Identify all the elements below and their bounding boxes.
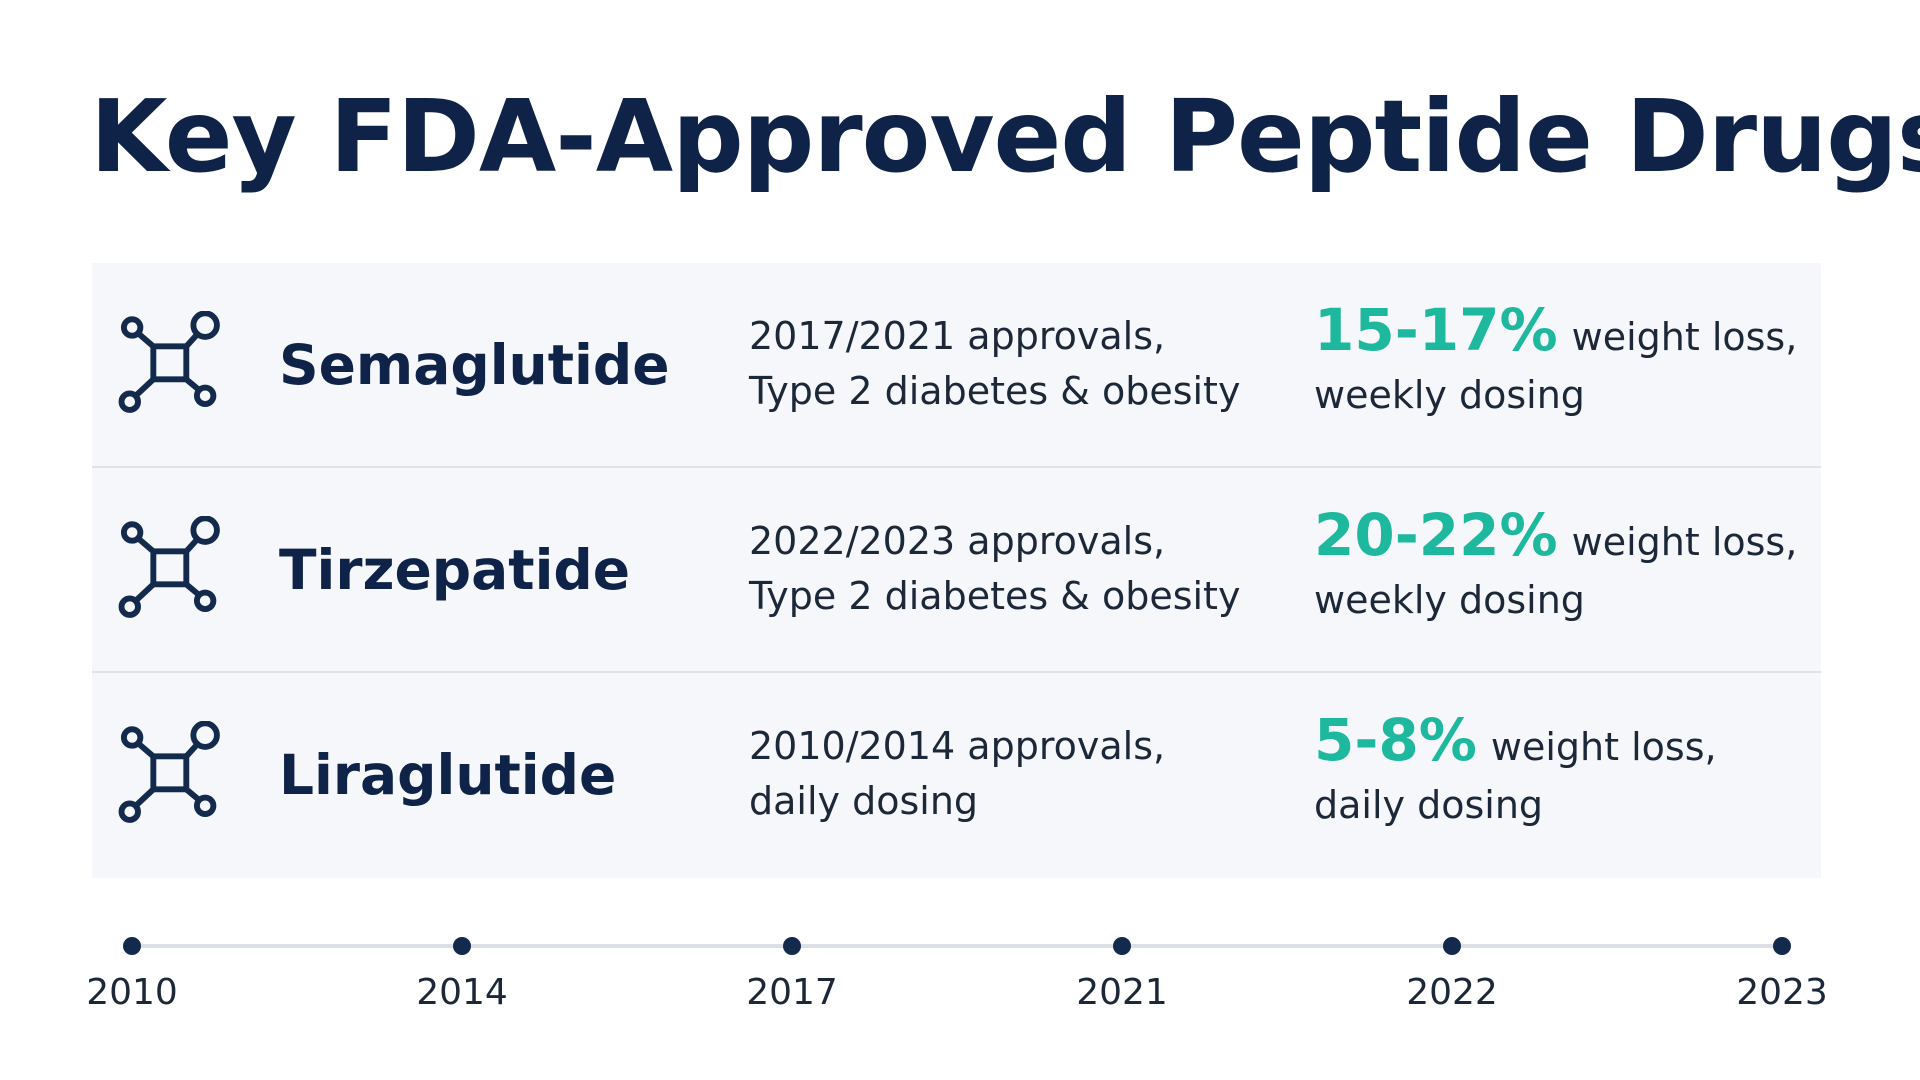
approval-line: 2022/2023 approvals,	[749, 519, 1166, 563]
effect-line: weekly dosing	[1314, 373, 1585, 417]
icon	[118, 515, 224, 622]
approval-text: 2010/2014 approvals, daily dosing	[749, 719, 1165, 829]
approval-line: 2017/2021 approvals,	[749, 314, 1166, 358]
timeline-year: 2021	[1076, 972, 1168, 1013]
effect-line: weight loss,	[1571, 520, 1798, 564]
icon	[118, 720, 224, 827]
highlight: 20-22%	[1314, 501, 1558, 569]
effect-text: 5-8% weight loss, daily dosing	[1314, 711, 1717, 834]
drug-name: Tirzepatide	[279, 538, 631, 602]
timeline-year: 2022	[1406, 972, 1498, 1013]
drug-row: Liraglutide 2010/2014 approvals, daily dos…	[92, 673, 1821, 878]
timeline-year: 2023	[1736, 972, 1828, 1013]
approval-line: daily dosing	[749, 779, 979, 823]
molecule-icon	[118, 515, 220, 618]
approval-text: 2022/2023 approvals, Type 2 diabetes & ob…	[749, 514, 1240, 624]
timeline-year: 2010	[86, 972, 178, 1013]
title: Key FDA-Approved Peptide Drugs	[90, 78, 1920, 195]
drug-table: Semaglutide 2017/2021 approvals, Type 2 di…	[92, 263, 1821, 878]
drug-name: Liraglutide	[279, 743, 617, 807]
timeline-dot	[1773, 937, 1791, 955]
effect-line: weekly dosing	[1314, 578, 1585, 622]
drug-row: Tirzepatide 2022/2023 approvals, Type 2 di…	[92, 468, 1821, 673]
effect-line: 20-22% weight loss,	[1314, 506, 1797, 571]
drug-row: Semaglutide 2017/2021 approvals, Type 2 di…	[92, 263, 1821, 468]
effect-line: daily dosing	[1314, 783, 1544, 827]
timeline-line	[132, 944, 1782, 948]
icon	[118, 310, 224, 417]
drug-name: Semaglutide	[279, 333, 670, 397]
highlight: 5-8%	[1314, 706, 1477, 774]
effect-text: 20-22% weight loss, weekly dosing	[1314, 506, 1797, 629]
effect-line: weight loss,	[1571, 315, 1798, 359]
approval-text: 2017/2021 approvals, Type 2 diabetes & ob…	[749, 309, 1240, 419]
timeline-dot	[1443, 937, 1461, 955]
timeline-dot	[783, 937, 801, 955]
effect-line: weight loss,	[1490, 725, 1717, 769]
effect-line: 5-8% weight loss,	[1314, 711, 1717, 776]
approval-line: Type 2 diabetes & obesity	[749, 574, 1241, 618]
molecule-icon	[118, 310, 220, 413]
approval-line: Type 2 diabetes & obesity	[749, 369, 1241, 413]
effect-line: 15-17% weight loss,	[1314, 301, 1797, 366]
timeline-dot	[453, 937, 471, 955]
timeline-dot	[1113, 937, 1131, 955]
highlight: 15-17%	[1314, 296, 1558, 364]
timeline-dot	[123, 937, 141, 955]
effect-text: 15-17% weight loss, weekly dosing	[1314, 301, 1797, 424]
approval-line: 2010/2014 approvals,	[749, 724, 1166, 768]
timeline-year: 2017	[746, 972, 838, 1013]
timeline-year: 2014	[416, 972, 508, 1013]
molecule-icon	[118, 720, 220, 823]
timeline: 2010 2014 2017 2021 2022 2023	[0, 920, 1920, 1040]
